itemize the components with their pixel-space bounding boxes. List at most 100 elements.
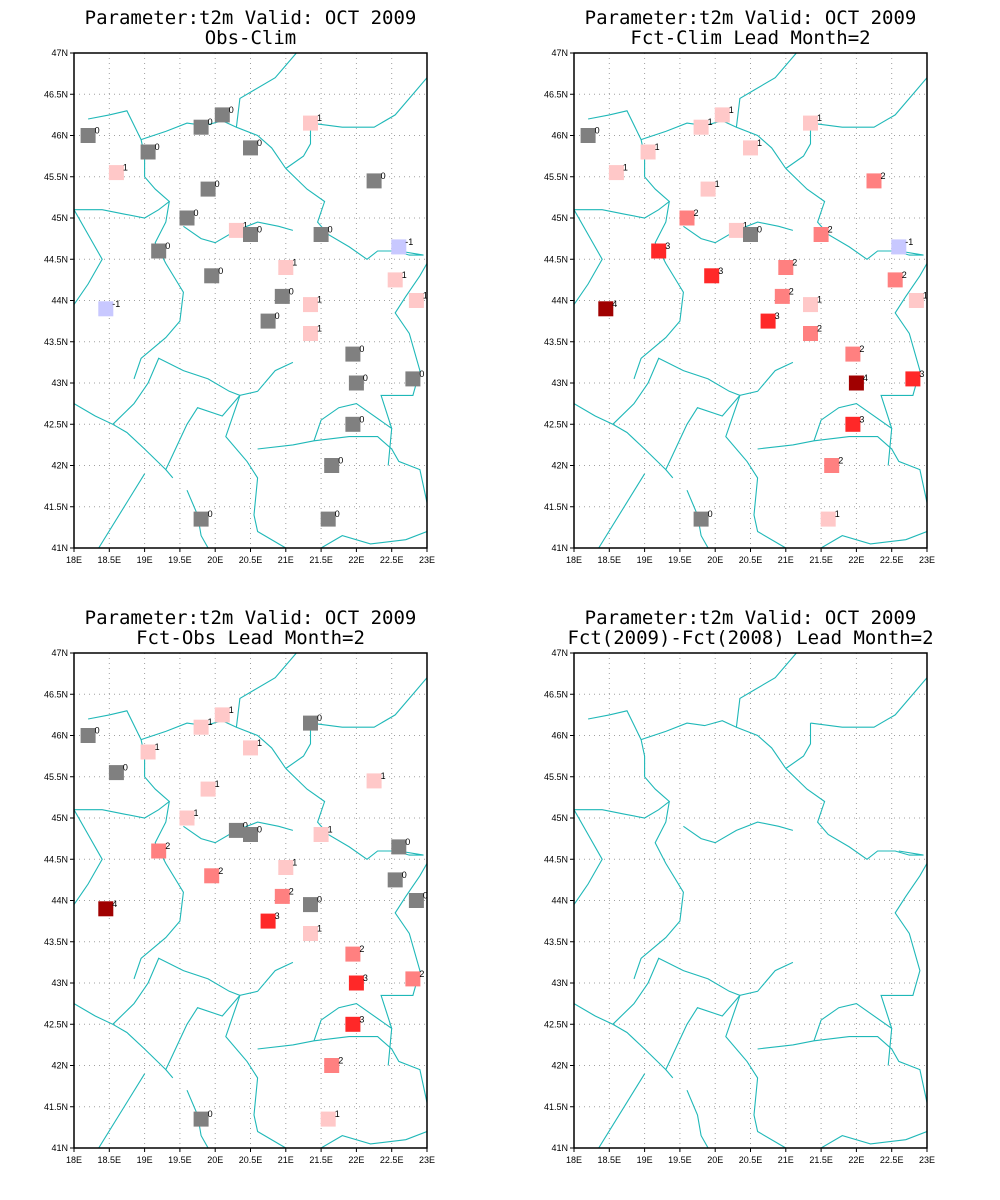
station-value-label: 1 (243, 220, 248, 230)
station-value-label: 1 (215, 779, 220, 789)
station-value-label: 1 (835, 509, 840, 519)
border-line (574, 403, 674, 479)
station-marker (193, 119, 209, 135)
station-value-label: 2 (419, 969, 424, 979)
border-line (87, 110, 142, 140)
station-value-label: 1 (423, 291, 428, 301)
x-tick-label: 20E (207, 555, 223, 565)
station-value-label: 1 (155, 742, 160, 752)
station-value-label: 0 (359, 344, 364, 354)
station-value-label: 1 (335, 1109, 340, 1119)
station-value-label: 1 (817, 295, 822, 305)
station-value-label: 0 (317, 895, 322, 905)
border-line (74, 120, 424, 260)
border-line (225, 395, 287, 548)
station-marker (243, 227, 258, 242)
station-value-label: 2 (359, 944, 364, 954)
station-marker (204, 268, 220, 284)
station-value-label: 3 (718, 266, 723, 276)
station-value-label: 3 (359, 1014, 364, 1024)
station-marker (345, 946, 361, 962)
x-tick-label: 19E (137, 555, 153, 565)
border-line (665, 961, 794, 1070)
x-tick-label: 18.5E (598, 1155, 622, 1165)
station-marker (704, 268, 720, 284)
station-marker (366, 773, 382, 789)
border-line (380, 863, 427, 1029)
border-line (74, 1003, 174, 1079)
station-marker (193, 1111, 209, 1127)
station-marker (98, 901, 114, 917)
station-value-label: 1 (194, 808, 199, 818)
station-marker (320, 511, 336, 527)
station-marker (151, 243, 167, 259)
border-line (257, 1036, 427, 1103)
x-tick-label: 18.5E (98, 555, 122, 565)
station-marker (80, 128, 96, 143)
border-line (310, 677, 427, 728)
border-line (235, 653, 297, 728)
border-line (133, 801, 184, 980)
y-tick-label: 41.5N (544, 502, 568, 512)
station-value-label: 1 (257, 738, 262, 748)
station-value-label: 0 (381, 171, 386, 181)
border-line (257, 436, 427, 503)
x-tick-label: 22E (348, 1155, 364, 1165)
border-line (725, 395, 787, 548)
border-line (820, 1130, 927, 1148)
station-value-label: 2 (859, 344, 864, 354)
station-marker (824, 458, 840, 473)
border-line (612, 957, 741, 1025)
station-value-label: 3 (275, 911, 280, 921)
station-marker (908, 293, 924, 308)
station-marker (366, 173, 382, 189)
station-value-label: 0 (359, 414, 364, 424)
station-value-label: 0 (595, 126, 600, 136)
station-value-label: 2 (338, 1056, 343, 1066)
station-value-label: 4 (612, 299, 617, 309)
station-marker (193, 511, 209, 527)
border-line (112, 357, 241, 425)
station-value-label: 3 (363, 973, 368, 983)
station-marker (179, 810, 195, 826)
border-line (112, 957, 241, 1025)
station-marker (274, 288, 290, 304)
chart-title: Parameter:t2m Valid: OCT 2009 (85, 607, 417, 629)
border-line (87, 710, 142, 740)
y-tick-label: 41N (551, 543, 568, 553)
station-marker (598, 301, 614, 317)
station-marker (391, 239, 407, 255)
station-value-label: -1 (405, 237, 413, 247)
station-marker (313, 227, 329, 242)
station-marker (108, 165, 124, 181)
border-line (898, 850, 924, 856)
x-tick-label: 20E (707, 1155, 723, 1165)
station-marker (891, 239, 907, 255)
border-line (313, 1003, 393, 1066)
station-value-label: 0 (257, 825, 262, 835)
station-value-label: 1 (708, 117, 713, 127)
y-tick-label: 41N (551, 1143, 568, 1153)
border-line (98, 1073, 146, 1148)
border-line (683, 821, 794, 844)
x-tick-label: 21.5E (309, 555, 333, 565)
y-tick-label: 44N (551, 896, 568, 906)
border-line (810, 77, 927, 128)
station-value-label: 1 (317, 324, 322, 334)
station-value-label: 2 (789, 286, 794, 296)
border-line (880, 863, 927, 1029)
border-line (320, 530, 427, 548)
station-marker (214, 707, 230, 723)
y-tick-label: 43.5N (44, 337, 68, 347)
station-marker (303, 115, 318, 131)
station-value-label: 4 (863, 373, 868, 383)
x-tick-label: 22.5E (380, 1155, 404, 1165)
station-marker (98, 301, 114, 317)
station-value-label: 0 (338, 456, 343, 466)
station-marker (391, 839, 407, 855)
station-value-label: 0 (218, 266, 223, 276)
border-line (757, 436, 927, 503)
x-tick-label: 20.5E (739, 1155, 763, 1165)
station-marker (228, 822, 244, 838)
